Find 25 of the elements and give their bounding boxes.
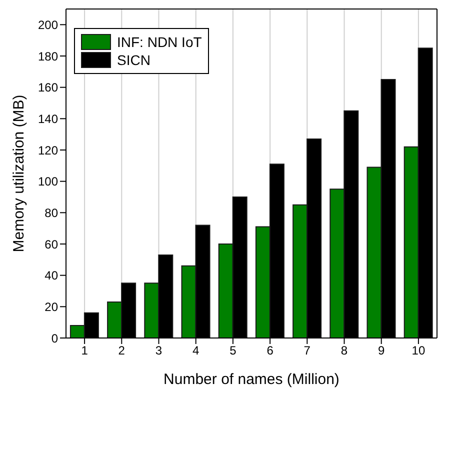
x-tick-label: 8 [340,344,348,358]
x-tick-label: 7 [304,344,311,358]
y-tick-label: 60 [44,237,58,252]
y-tick-label: 180 [38,49,58,64]
y-tick-label: 100 [38,174,58,189]
x-tick-label: 1 [81,344,88,358]
legend-label: INF: NDN IoT [117,34,202,50]
x-tick-label: 5 [230,344,237,358]
y-tick-label: 140 [38,112,58,126]
legend-label: SICN [117,52,150,68]
y-tick-label: 200 [38,18,58,32]
y-tick-label: 40 [44,268,58,283]
y-tick-label: 0 [51,331,58,346]
y-tick-label: 20 [44,300,58,314]
y-tick-label: 160 [38,80,58,95]
y-tick-label: 80 [44,206,58,220]
x-tick-label: 10 [412,344,426,358]
y-tick-label: 120 [38,143,58,158]
x-tick-label: 9 [378,344,386,358]
x-tick-label: 3 [155,344,162,358]
y-axis-title: Memory utilization (MB) [10,94,28,252]
x-tick-label: 6 [266,344,274,358]
x-axis-title: Number of names (Million) [164,371,340,388]
x-tick-label: 2 [118,344,126,358]
x-tick-label: 4 [192,344,200,358]
